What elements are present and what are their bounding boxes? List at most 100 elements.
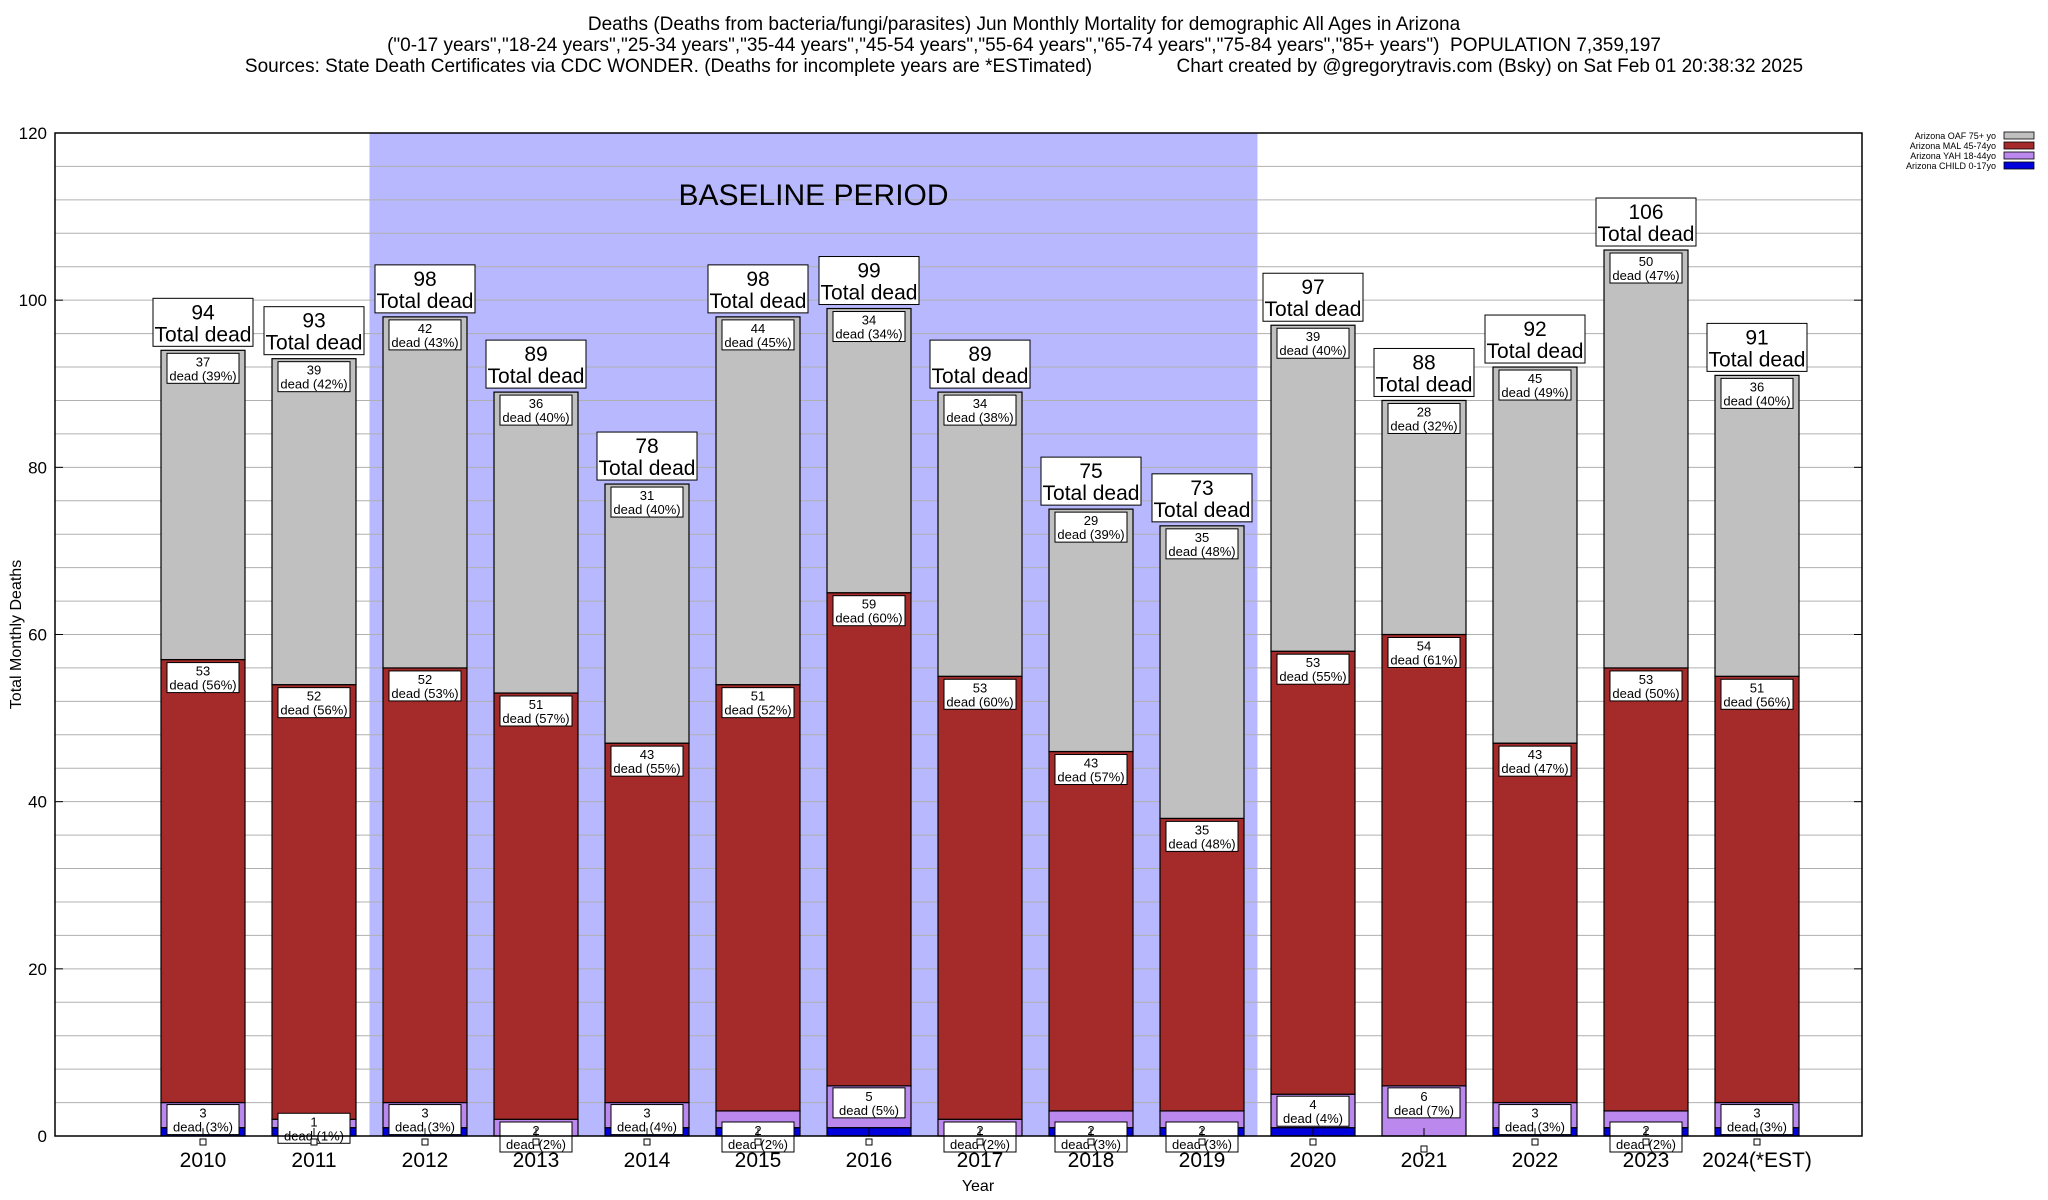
segment-label-box: [721, 319, 795, 351]
bar-segment: [937, 391, 1023, 677]
baseline-marker: [1087, 1138, 1095, 1146]
segment-label-count: 3: [421, 1106, 428, 1121]
x-tick-label: 2015: [735, 1149, 782, 1172]
segment-label-box: [1387, 402, 1461, 434]
total-label-value: 98: [413, 268, 436, 291]
x-tick-label: 2016: [846, 1149, 893, 1172]
bar-segment: [826, 307, 912, 594]
legend-swatch: [2003, 131, 2035, 140]
segment-label-percent: dead (38%): [946, 410, 1013, 425]
bar-segment: [1048, 750, 1134, 1112]
segment-label-box: [832, 1087, 906, 1119]
segment-label-box: [499, 394, 573, 426]
segment-label-count: 53: [1639, 672, 1653, 687]
segment-label-percent: dead (3%): [1727, 1120, 1787, 1135]
bar-segment: [604, 742, 690, 1104]
baseline-marker: [976, 1138, 984, 1146]
baseline-marker: [754, 1138, 762, 1146]
segment-label-count: 37: [196, 354, 210, 369]
segment-label-count: 45: [1528, 371, 1542, 386]
segment-label-box: [1165, 1121, 1239, 1153]
segment-label-box: [832, 595, 906, 627]
x-tick-label: 2022: [1512, 1149, 1559, 1172]
segment-label-count: 51: [1750, 680, 1764, 695]
total-label-text: Total dead: [710, 290, 807, 313]
total-label-box: [263, 306, 365, 356]
segment-label-percent: dead (43%): [391, 335, 458, 350]
total-label-box: [929, 339, 1031, 389]
segment-label-percent: dead (7%): [1394, 1103, 1454, 1118]
segment-label-count: 51: [529, 697, 543, 712]
segment-label-count: 34: [862, 313, 876, 328]
y-tick-label: 80: [28, 458, 47, 477]
bar-segment: [160, 349, 246, 661]
bar-segment: [1270, 324, 1356, 652]
segment-label-count: 3: [1531, 1106, 1538, 1121]
segment-label-count: 53: [196, 664, 210, 679]
bar-segment: [493, 692, 579, 1120]
segment-label-box: [1054, 511, 1128, 543]
segment-label-box: [1609, 252, 1683, 284]
segment-label-count: 54: [1417, 639, 1431, 654]
segment-label-percent: dead (3%): [173, 1120, 233, 1135]
y-tick-label: 20: [28, 960, 47, 979]
total-label-text: Total dead: [1043, 482, 1140, 505]
bar-segment: [1714, 675, 1800, 1104]
segment-label-percent: dead (60%): [946, 694, 1013, 709]
y-axis-label: Total Monthly Deaths: [8, 560, 25, 709]
bar-segment: [1270, 650, 1356, 1095]
segment-label-percent: dead (34%): [835, 327, 902, 342]
total-label-text: Total dead: [1709, 348, 1806, 371]
segment-label-count: 43: [1528, 747, 1542, 762]
segment-label-box: [1054, 754, 1128, 786]
total-label-box: [485, 339, 587, 389]
segment-label-percent: dead (52%): [724, 703, 791, 718]
total-label-value: 88: [1412, 351, 1435, 374]
total-label-text: Total dead: [932, 365, 1029, 388]
total-label-box: [1373, 347, 1475, 397]
segment-label-count: 39: [1306, 329, 1320, 344]
segment-label-count: 4: [1309, 1097, 1316, 1112]
segment-label-box: [1165, 820, 1239, 852]
total-label-value: 93: [302, 310, 325, 333]
bar-segment: [937, 675, 1023, 1120]
segment-label-percent: dead (55%): [1279, 669, 1346, 684]
segment-label-count: 42: [418, 321, 432, 336]
segment-label-box: [277, 687, 351, 719]
segment-label-box: [277, 361, 351, 393]
segment-label-percent: dead (47%): [1501, 761, 1568, 776]
total-label-box: [1484, 314, 1586, 364]
total-label-value: 73: [1190, 477, 1213, 500]
legend-swatch: [2003, 151, 2035, 160]
segment-label-percent: dead (4%): [1283, 1111, 1343, 1126]
segment-label-count: 50: [1639, 254, 1653, 269]
bar-segment: [1603, 667, 1689, 1112]
total-label-text: Total dead: [1487, 340, 1584, 363]
segment-label-percent: dead (55%): [613, 761, 680, 776]
total-label-box: [152, 297, 254, 347]
chart-title-line-1: Deaths (Deaths from bacteria/fungi/paras…: [587, 14, 1461, 35]
segment-label-box: [1498, 745, 1572, 777]
total-label-box: [596, 431, 698, 481]
bar-segment: [160, 658, 246, 1104]
total-label-text: Total dead: [1265, 298, 1362, 321]
total-label-text: Total dead: [377, 290, 474, 313]
segment-label-percent: dead (57%): [502, 711, 569, 726]
baseline-marker: [865, 1138, 873, 1146]
segment-label-box: [166, 662, 240, 694]
x-tick-label: 2018: [1068, 1149, 1115, 1172]
total-label-text: Total dead: [821, 282, 918, 305]
segment-label-box: [943, 394, 1017, 426]
x-tick-label: 2017: [957, 1149, 1004, 1172]
segment-label-percent: dead (53%): [391, 686, 458, 701]
x-tick-label: 2021: [1401, 1149, 1448, 1172]
segment-label-percent: dead (56%): [1723, 694, 1790, 709]
total-label-text: Total dead: [1598, 223, 1695, 246]
bar-segment: [382, 667, 468, 1104]
segment-label-percent: dead (40%): [613, 502, 680, 517]
total-label-value: 89: [968, 343, 991, 366]
segment-label-box: [1165, 528, 1239, 560]
total-label-box: [1262, 272, 1364, 322]
segment-label-box: [832, 311, 906, 343]
total-label-value: 92: [1523, 318, 1546, 341]
